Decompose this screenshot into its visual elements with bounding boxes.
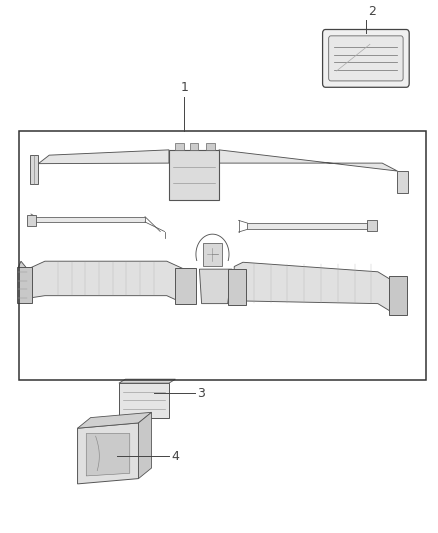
Polygon shape — [138, 413, 152, 479]
Polygon shape — [119, 383, 169, 418]
FancyBboxPatch shape — [322, 29, 409, 87]
Polygon shape — [86, 433, 130, 476]
FancyBboxPatch shape — [328, 36, 403, 81]
Polygon shape — [39, 150, 169, 164]
Polygon shape — [28, 261, 184, 304]
Text: 1: 1 — [180, 81, 188, 94]
Bar — [228, 269, 246, 305]
Bar — [367, 220, 377, 231]
Polygon shape — [78, 423, 138, 484]
Polygon shape — [78, 413, 152, 428]
Bar — [190, 143, 198, 150]
Polygon shape — [35, 216, 145, 222]
Bar — [203, 243, 222, 266]
Bar — [389, 276, 407, 316]
Polygon shape — [397, 171, 408, 193]
Polygon shape — [247, 223, 367, 229]
Bar — [17, 266, 32, 303]
Polygon shape — [30, 155, 39, 184]
Bar — [176, 268, 196, 304]
Polygon shape — [119, 379, 176, 383]
Bar — [206, 143, 215, 150]
Bar — [176, 143, 184, 150]
Polygon shape — [219, 150, 397, 171]
Text: 3: 3 — [197, 387, 205, 400]
Text: 2: 2 — [368, 5, 376, 18]
Polygon shape — [234, 262, 391, 312]
Bar — [27, 215, 36, 226]
Text: 4: 4 — [171, 449, 179, 463]
Polygon shape — [199, 269, 232, 304]
Bar — [19, 131, 426, 381]
Bar — [169, 150, 219, 200]
Polygon shape — [18, 261, 28, 298]
